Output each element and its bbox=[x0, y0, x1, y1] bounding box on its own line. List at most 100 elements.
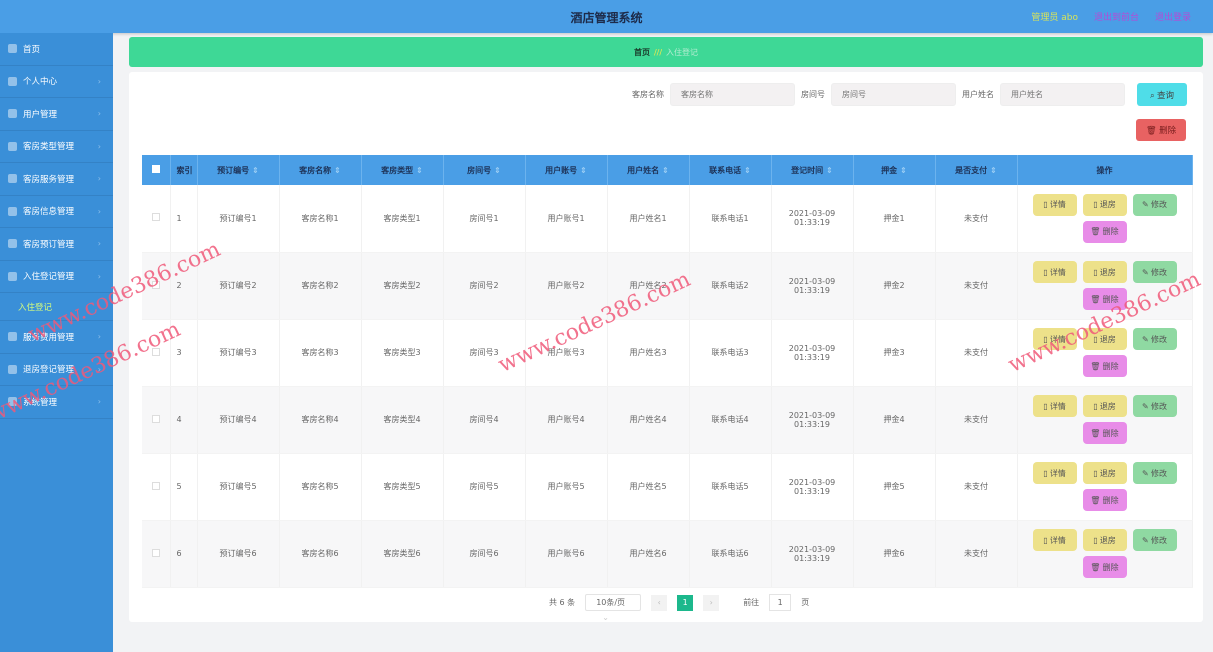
user-name-input[interactable] bbox=[1000, 83, 1125, 106]
batch-delete-button[interactable]: 🗑 删除 bbox=[1136, 119, 1186, 141]
column-header[interactable]: 房间号 ⇕ bbox=[443, 155, 526, 185]
delete-button[interactable]: 🗑 删除 bbox=[1082, 220, 1127, 243]
query-button[interactable]: ⌕ 查询 bbox=[1137, 83, 1187, 106]
row-checkbox[interactable] bbox=[142, 252, 171, 320]
detail-button[interactable]: ▯ 详情 bbox=[1032, 529, 1077, 551]
chevron-icon: › bbox=[97, 174, 101, 184]
sidebar-item[interactable]: 客房预订管理 › bbox=[0, 228, 113, 261]
sort-icon[interactable]: ⇕ bbox=[990, 165, 997, 175]
sort-icon[interactable]: ⇕ bbox=[900, 165, 907, 175]
sidebar-item[interactable]: 客房类型管理 › bbox=[0, 131, 113, 163]
sidebar-item[interactable]: 客房服务管理 › bbox=[0, 163, 113, 196]
row-checkbox[interactable] bbox=[142, 453, 171, 521]
checkout-button[interactable]: ▯ 退房 bbox=[1082, 261, 1127, 283]
column-header[interactable]: 用户姓名 ⇕ bbox=[607, 155, 690, 185]
table-row: 6 预订编号6 客房名称6 客房类型6 房间号6 用户账号6 用户姓名6 联系电话6 2021-… bbox=[142, 520, 1193, 588]
delete-button[interactable]: 🗑 删除 bbox=[1082, 355, 1127, 377]
column-header[interactable]: 登记时间 ⇕ bbox=[771, 155, 854, 185]
room-name-input[interactable] bbox=[670, 83, 795, 106]
table-cell: 用户姓名4 bbox=[607, 386, 690, 454]
edit-button[interactable]: ✎ 修改 bbox=[1132, 462, 1177, 484]
sidebar-item[interactable]: 退房登记管理 › bbox=[0, 354, 113, 386]
sidebar-item-label: 入住登记管理 bbox=[23, 272, 75, 283]
row-checkbox[interactable] bbox=[142, 185, 171, 253]
sort-icon[interactable]: ⇕ bbox=[494, 165, 501, 175]
column-header[interactable]: 押金 ⇕ bbox=[853, 155, 936, 185]
actions-cell: ▯ 详情 ▯ 退房 ✎ 修改 🗑 删除 bbox=[1017, 453, 1193, 521]
sidebar-item[interactable]: 客房信息管理 › bbox=[0, 196, 113, 228]
sidebar-item[interactable]: 个人中心 › bbox=[0, 66, 113, 98]
column-header-label: 房间号 bbox=[467, 165, 492, 175]
checkout-icon bbox=[8, 364, 17, 374]
actions-cell: ▯ 详情 ▯ 退房 ✎ 修改 🗑 删除 bbox=[1017, 252, 1193, 320]
delete-button[interactable]: 🗑 删除 bbox=[1082, 288, 1127, 310]
sort-icon[interactable]: ⇕ bbox=[662, 165, 669, 175]
detail-button[interactable]: ▯ 详情 bbox=[1032, 261, 1077, 283]
table-cell: 2 bbox=[170, 252, 198, 320]
room-no-input[interactable] bbox=[831, 83, 956, 106]
column-header[interactable]: 联系电话 ⇕ bbox=[689, 155, 772, 185]
detail-button[interactable]: ▯ 详情 bbox=[1032, 193, 1077, 216]
table-cell: 2021-03-09 01:33:19 bbox=[771, 453, 854, 521]
sort-icon[interactable]: ⇕ bbox=[744, 165, 751, 175]
home-icon bbox=[8, 44, 17, 54]
row-checkbox[interactable] bbox=[142, 386, 171, 454]
column-header[interactable]: 客房类型 ⇕ bbox=[361, 155, 444, 185]
edit-button[interactable]: ✎ 修改 bbox=[1132, 328, 1177, 350]
column-header[interactable]: 是否支付 ⇕ bbox=[935, 155, 1018, 185]
sidebar-item[interactable]: 入住登记管理 › bbox=[0, 261, 113, 293]
table-cell: 未支付 bbox=[935, 520, 1018, 588]
table-row: 4 预订编号4 客房名称4 客房类型4 房间号4 用户账号4 用户姓名4 联系电话4 2021-… bbox=[142, 386, 1193, 454]
page-1-button[interactable]: 1 bbox=[677, 594, 694, 611]
delete-button[interactable]: 🗑 删除 bbox=[1082, 489, 1127, 511]
sort-icon[interactable]: ⇕ bbox=[334, 165, 341, 175]
sort-icon[interactable]: ⇕ bbox=[416, 165, 423, 175]
page-size-select[interactable]: 10条/页 ⌄ bbox=[585, 594, 642, 622]
sidebar-item-label: 客房预订管理 bbox=[23, 239, 75, 250]
logout-link[interactable]: 退出登录 bbox=[1154, 13, 1191, 23]
prev-page-button[interactable]: ‹ bbox=[651, 594, 668, 611]
table-cell: 联系电话4 bbox=[689, 386, 772, 454]
next-page-button[interactable]: › bbox=[703, 594, 720, 611]
row-checkbox[interactable] bbox=[142, 319, 171, 387]
delete-button[interactable]: 🗑 删除 bbox=[1082, 556, 1127, 578]
edit-button[interactable]: ✎ 修改 bbox=[1132, 193, 1177, 216]
edit-button[interactable]: ✎ 修改 bbox=[1132, 529, 1177, 551]
checkout-button[interactable]: ▯ 退房 bbox=[1082, 328, 1127, 350]
edit-button[interactable]: ✎ 修改 bbox=[1132, 261, 1177, 283]
column-header[interactable]: 用户账号 ⇕ bbox=[525, 155, 608, 185]
checkout-button[interactable]: ▯ 退房 bbox=[1082, 193, 1127, 216]
sidebar-item[interactable]: 系统管理 › bbox=[0, 386, 113, 419]
sort-icon[interactable]: ⇕ bbox=[826, 165, 833, 175]
table-cell: 1 bbox=[170, 185, 198, 253]
delete-button[interactable]: 🗑 删除 bbox=[1082, 422, 1127, 444]
checkout-button[interactable]: ▯ 退房 bbox=[1082, 462, 1127, 484]
front-link[interactable]: 退出到前台 bbox=[1093, 13, 1139, 23]
sidebar-item[interactable]: 用户管理 › bbox=[0, 98, 113, 131]
sort-icon[interactable]: ⇕ bbox=[580, 165, 587, 175]
table-cell: 客房类型3 bbox=[361, 319, 444, 387]
edit-button[interactable]: ✎ 修改 bbox=[1132, 395, 1177, 417]
room-no-label: 房间号 bbox=[801, 90, 825, 99]
detail-button[interactable]: ▯ 详情 bbox=[1032, 328, 1077, 350]
sidebar-subitem[interactable]: 入住登记 bbox=[0, 293, 113, 321]
goto-page-input[interactable]: 1 bbox=[769, 594, 792, 611]
checkout-button[interactable]: ▯ 退房 bbox=[1082, 529, 1127, 551]
sort-icon[interactable]: ⇕ bbox=[252, 165, 259, 175]
table-row: 5 预订编号5 客房名称5 客房类型5 房间号5 用户账号5 用户姓名5 联系电话5 2021-… bbox=[142, 453, 1193, 521]
column-header-label: 登记时间 bbox=[791, 165, 824, 175]
detail-button[interactable]: ▯ 详情 bbox=[1032, 395, 1077, 417]
table-cell: 房间号2 bbox=[443, 252, 526, 320]
sidebar-item[interactable]: 首页 bbox=[0, 33, 113, 66]
sidebar-item[interactable]: 服务费用管理 › bbox=[0, 321, 113, 354]
column-header[interactable]: 客房名称 ⇕ bbox=[279, 155, 362, 185]
column-header-label: 是否支付 bbox=[955, 165, 988, 175]
breadcrumb-home[interactable]: 首页 bbox=[633, 47, 650, 57]
column-header-label: 用户姓名 bbox=[627, 165, 660, 175]
checkout-button[interactable]: ▯ 退房 bbox=[1082, 395, 1127, 417]
column-header-label: 预订编号 bbox=[217, 165, 250, 175]
detail-button[interactable]: ▯ 详情 bbox=[1032, 462, 1077, 484]
select-all-checkbox[interactable] bbox=[142, 155, 171, 185]
row-checkbox[interactable] bbox=[142, 520, 171, 588]
column-header[interactable]: 预订编号 ⇕ bbox=[197, 155, 280, 185]
